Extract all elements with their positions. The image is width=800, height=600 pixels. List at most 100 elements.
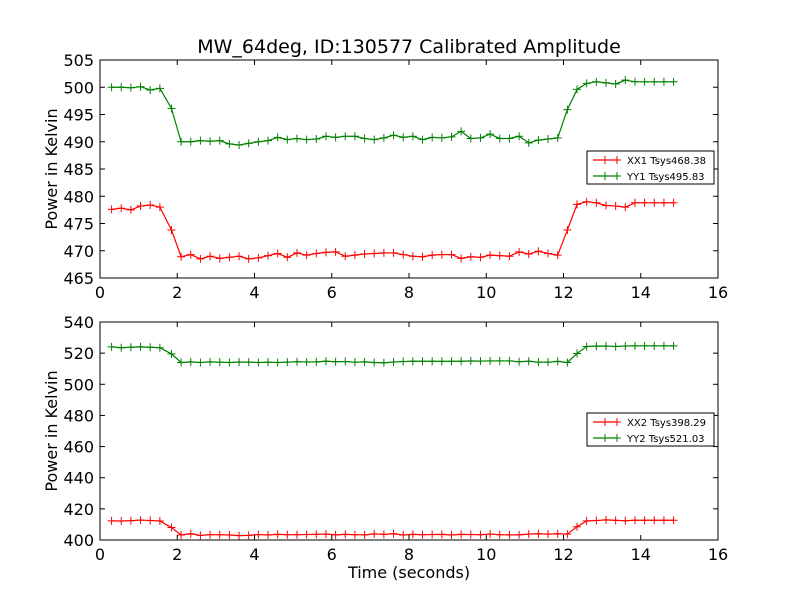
data-point [370, 529, 379, 538]
data-point [621, 76, 630, 85]
data-point [126, 343, 135, 352]
data-point [534, 136, 543, 145]
series-2 [107, 76, 678, 150]
data-point [177, 252, 186, 261]
data-point [302, 358, 311, 367]
data-point [408, 132, 417, 141]
data-point [302, 251, 311, 260]
data-point [196, 136, 205, 145]
data-point [466, 356, 475, 365]
data-point [457, 357, 466, 366]
data-point [379, 133, 388, 142]
data-point [321, 132, 330, 141]
data-point [640, 516, 649, 525]
data-point [167, 349, 176, 358]
data-point [495, 530, 504, 539]
legend-marker [601, 172, 609, 180]
data-point [292, 134, 301, 143]
x-tick-label: 4 [249, 545, 259, 564]
series-1 [107, 515, 678, 540]
data-point [107, 205, 116, 214]
x-tick-label: 10 [476, 545, 496, 564]
data-point [553, 251, 562, 260]
data-point [640, 198, 649, 207]
data-point [186, 357, 195, 366]
data-point [505, 252, 514, 261]
data-point [283, 135, 292, 144]
data-point [524, 138, 533, 147]
data-point [592, 77, 601, 86]
data-point [350, 358, 359, 367]
data-point [592, 198, 601, 207]
legend-box [586, 412, 715, 447]
data-point [360, 250, 369, 259]
data-point [476, 253, 485, 262]
data-point [389, 248, 398, 257]
data-point [399, 250, 408, 259]
data-point [601, 201, 610, 210]
data-point [399, 531, 408, 540]
data-point [611, 202, 620, 211]
data-point [244, 139, 253, 148]
data-point [186, 250, 195, 259]
data-point [669, 198, 678, 207]
data-point [524, 250, 533, 259]
data-point [437, 250, 446, 259]
data-point [283, 253, 292, 262]
data-point [486, 251, 495, 260]
data-point [650, 516, 659, 525]
data-point [524, 357, 533, 366]
data-point [302, 530, 311, 539]
data-point [389, 131, 398, 140]
data-point [630, 198, 639, 207]
data-point [650, 198, 659, 207]
series-line [111, 345, 674, 364]
data-point [563, 530, 572, 539]
data-point [457, 530, 466, 539]
data-point [573, 200, 582, 209]
series-line [111, 201, 674, 260]
data-point [515, 247, 524, 256]
x-tick-label: 16 [708, 283, 728, 302]
data-point [196, 531, 205, 540]
data-point [428, 357, 437, 366]
data-point [495, 134, 504, 143]
data-point [215, 254, 224, 263]
data-point [331, 530, 340, 539]
data-point [418, 135, 427, 144]
data-point [611, 79, 620, 88]
data-point [379, 358, 388, 367]
legend-marker [601, 434, 609, 442]
data-point [379, 530, 388, 539]
data-point [254, 530, 263, 539]
data-point [186, 529, 195, 538]
data-point [476, 530, 485, 539]
data-point [640, 77, 649, 86]
data-point [476, 133, 485, 142]
data-point [389, 529, 398, 538]
data-point [264, 358, 273, 367]
data-point [630, 341, 639, 350]
data-point [437, 530, 446, 539]
data-point [534, 358, 543, 367]
legend-box [586, 150, 715, 185]
data-point [215, 358, 224, 367]
data-point [225, 531, 234, 540]
data-point [244, 358, 253, 367]
data-point [611, 516, 620, 525]
data-point [621, 203, 630, 212]
data-point [601, 341, 610, 350]
data-point [273, 530, 282, 539]
data-point [437, 357, 446, 366]
data-point [669, 516, 678, 525]
data-point [225, 253, 234, 262]
data-point [476, 357, 485, 366]
legend: XX2 Tsys398.29 YY2 Tsys521.03 [586, 412, 715, 447]
data-point [225, 139, 234, 148]
data-point [669, 77, 678, 86]
y-tick-label: 485 [63, 160, 94, 179]
x-tick-label: 14 [631, 283, 651, 302]
data-point [273, 358, 282, 367]
data-point [235, 531, 244, 540]
data-point [155, 84, 164, 93]
